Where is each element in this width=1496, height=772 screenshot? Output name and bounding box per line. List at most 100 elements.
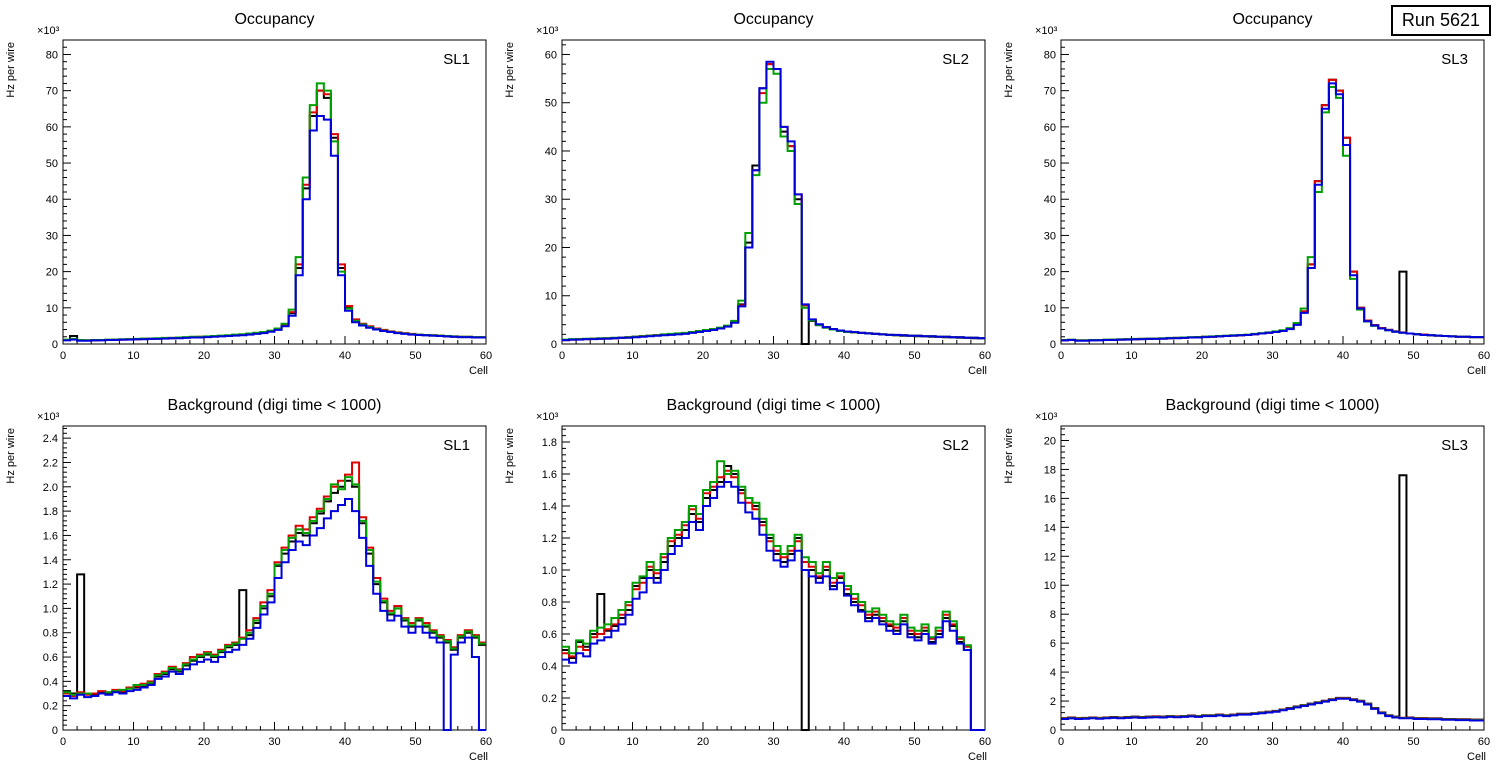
y-tick-label: 2 — [1050, 696, 1056, 708]
x-tick-label: 10 — [626, 350, 638, 362]
y-tick-label: 10 — [1044, 303, 1056, 315]
superlayer-label: SL3 — [1441, 437, 1468, 454]
x-axis-title: Cell — [469, 365, 488, 377]
plot-frame — [561, 425, 986, 731]
series-group — [63, 82, 486, 342]
y-axis: 0 10 20 30 40 50 60 70 80 — [46, 39, 71, 351]
x-axis-title: Cell — [968, 365, 987, 377]
x-tick-label: 60 — [1478, 736, 1490, 748]
series-red — [63, 89, 486, 342]
y-tick-label: 0.8 — [542, 597, 557, 609]
series-black — [562, 63, 985, 345]
series-group — [562, 460, 985, 731]
x-tick-label: 0 — [559, 350, 565, 362]
y-tick-label: 1.8 — [43, 506, 58, 518]
y-tick-label: 1.6 — [542, 469, 557, 481]
series-red — [562, 469, 985, 731]
y-tick-label: 80 — [46, 49, 58, 61]
y-tick-label: 20 — [1044, 267, 1056, 279]
y-axis-exponent: ×10³ — [1035, 25, 1058, 37]
y-tick-label: 16 — [1044, 493, 1056, 505]
y-axis-exponent: ×10³ — [1035, 411, 1058, 423]
y-tick-label: 1.2 — [542, 533, 557, 545]
superlayer-label: SL1 — [443, 437, 470, 454]
y-axis-exponent: ×10³ — [536, 25, 559, 37]
y-axis: 0 0.2 0.4 0.6 0.8 1.0 1.2 1.4 1.6 1.8 — [542, 428, 570, 737]
y-tick-label: 6 — [1050, 638, 1056, 650]
x-axis-title: Cell — [968, 751, 987, 763]
x-tick-label: 20 — [697, 350, 709, 362]
y-tick-label: 50 — [1044, 158, 1056, 170]
x-tick-label: 30 — [1266, 350, 1278, 362]
x-tick-label: 10 — [127, 736, 139, 748]
series-blue — [562, 60, 985, 342]
y-tick-label: 0 — [551, 339, 557, 351]
y-tick-label: 1.4 — [542, 501, 557, 513]
x-tick-label: 50 — [409, 736, 421, 748]
y-axis: 0 0.2 0.4 0.6 0.8 1.0 1.2 1.4 1.6 1.8 2.0 2.2 2.4 — [43, 427, 71, 737]
run-number-badge: Run 5621 — [1390, 5, 1491, 36]
x-tick-label: 0 — [559, 736, 565, 748]
panel-title: Occupancy — [733, 11, 813, 28]
superlayer-label: SL2 — [942, 437, 969, 454]
y-tick-label: 40 — [1044, 194, 1056, 206]
y-tick-label: 1.6 — [43, 530, 58, 542]
y-tick-label: 30 — [46, 230, 58, 242]
x-axis: 0 10 20 30 40 50 60 — [1058, 336, 1490, 362]
x-tick-label: 60 — [1478, 350, 1490, 362]
y-tick-label: 1.2 — [43, 579, 58, 591]
y-tick-label: 4 — [1050, 667, 1056, 679]
series-blue — [1061, 697, 1484, 722]
y-tick-label: 10 — [46, 303, 58, 315]
y-tick-label: 0.8 — [43, 628, 58, 640]
chart-panel-sl3-occupancy: 0 10 20 30 40 50 60 0 10 20 30 40 50 60 70 80 Occupancy S… — [1003, 11, 1490, 377]
y-tick-label: 70 — [1044, 86, 1056, 98]
series-red — [562, 63, 985, 342]
x-tick-label: 50 — [908, 350, 920, 362]
y-tick-label: 70 — [46, 86, 58, 98]
panel-title: Background (digi time < 1000) — [1166, 397, 1380, 414]
x-tick-label: 50 — [1407, 350, 1419, 362]
y-tick-label: 60 — [46, 122, 58, 134]
y-tick-label: 0 — [1050, 725, 1056, 737]
y-tick-label: 0.2 — [43, 701, 58, 713]
x-axis: 0 10 20 30 40 50 60 — [559, 336, 991, 362]
series-black — [1061, 78, 1484, 342]
x-tick-label: 40 — [1337, 736, 1349, 748]
y-tick-label: 12 — [1044, 551, 1056, 563]
series-group — [1061, 78, 1484, 342]
series-group — [562, 60, 985, 345]
series-green — [63, 82, 486, 342]
x-tick-label: 10 — [127, 350, 139, 362]
x-tick-label: 30 — [268, 736, 280, 748]
x-axis: 0 10 20 30 40 50 60 — [60, 336, 492, 362]
plot-frame — [1060, 425, 1485, 731]
y-tick-label: 0 — [551, 725, 557, 737]
y-tick-label: 1.0 — [43, 603, 58, 615]
chart-panel-sl1-occupancy: 0 10 20 30 40 50 60 0 10 20 30 40 50 60 70 80 Occupancy S… — [5, 11, 492, 377]
x-tick-label: 0 — [1058, 736, 1064, 748]
x-tick-label: 10 — [626, 736, 638, 748]
y-tick-label: 0 — [52, 339, 58, 351]
chart-panel-sl3-background: 0 10 20 30 40 50 60 0 2 4 6 8 10 12 14 16 18 20 Background… — [1003, 397, 1490, 763]
x-axis-title: Cell — [1467, 365, 1486, 377]
panel-title: Background (digi time < 1000) — [168, 397, 382, 414]
y-tick-label: 0.2 — [542, 693, 557, 705]
series-black — [562, 465, 985, 731]
x-axis: 0 10 20 30 40 50 60 — [1058, 722, 1490, 748]
x-tick-label: 30 — [268, 350, 280, 362]
x-tick-label: 40 — [1337, 350, 1349, 362]
x-tick-label: 20 — [697, 736, 709, 748]
y-axis-title: Hz per wire — [1003, 428, 1015, 484]
panel-title: Background (digi time < 1000) — [667, 397, 881, 414]
y-tick-label: 18 — [1044, 464, 1056, 476]
chart-panel-sl1-background: 0 10 20 30 40 50 60 0 0.2 0.4 0.6 0.8 1.0 1.2 1.4 1.6 1.… — [5, 397, 492, 763]
x-axis-title: Cell — [1467, 751, 1486, 763]
run-number-label: Run 5621 — [1401, 10, 1480, 30]
x-tick-label: 60 — [480, 736, 492, 748]
series-black — [63, 89, 486, 342]
y-tick-label: 8 — [1050, 609, 1056, 621]
x-tick-label: 40 — [339, 350, 351, 362]
y-tick-label: 80 — [1044, 49, 1056, 61]
x-axis: 0 10 20 30 40 50 60 — [559, 722, 991, 748]
